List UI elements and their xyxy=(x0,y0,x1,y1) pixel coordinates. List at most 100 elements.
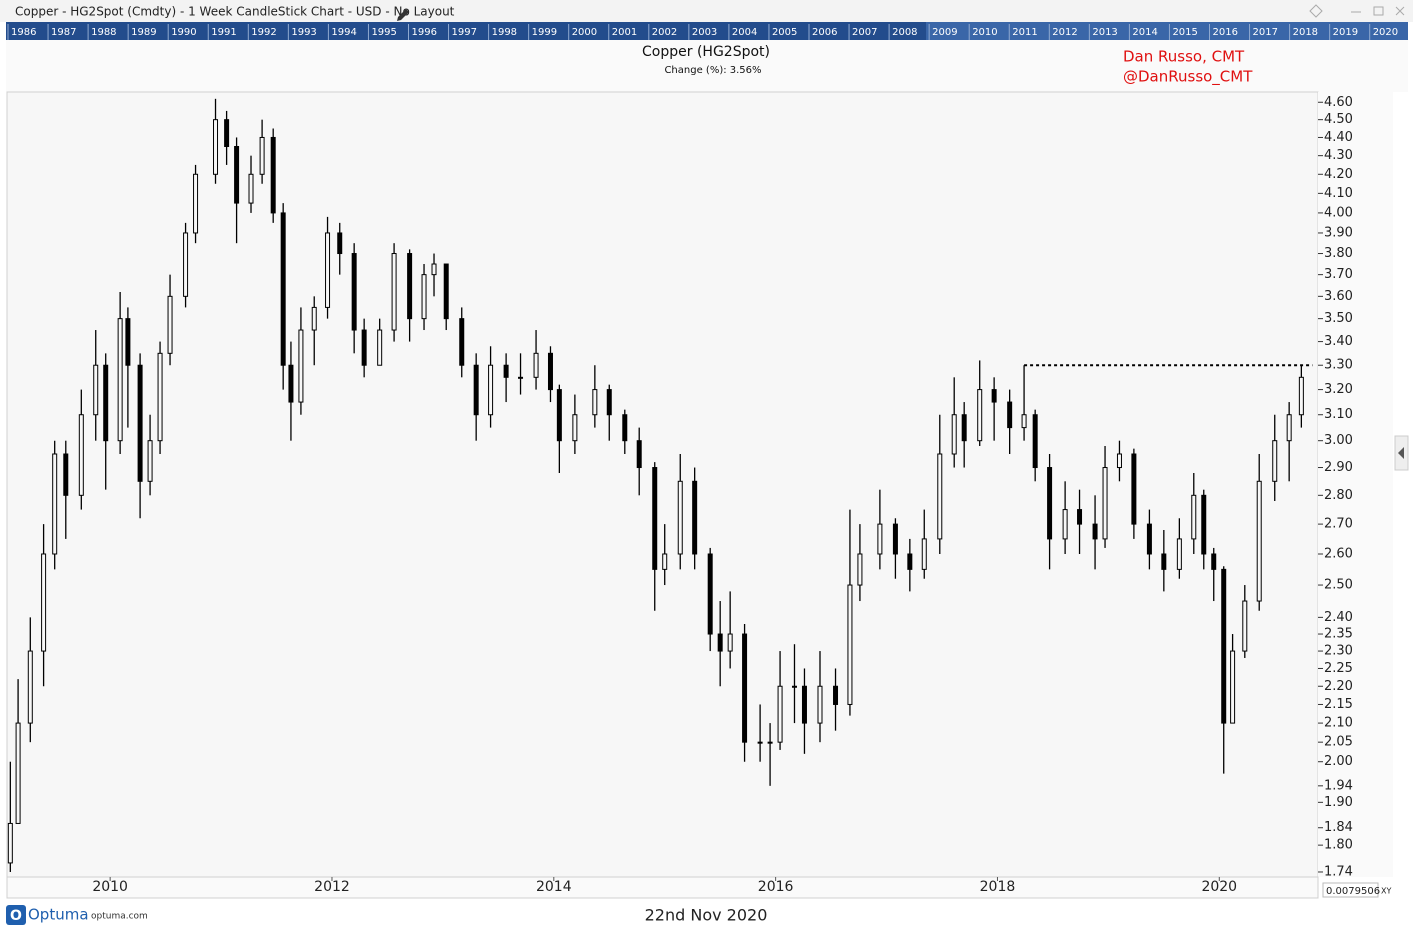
navigator-year: 1998 xyxy=(492,27,517,38)
candle-body xyxy=(270,136,276,214)
navigator-year: 2006 xyxy=(812,27,837,38)
candle-body xyxy=(742,633,748,743)
candle-body xyxy=(63,453,69,496)
navigator-year: 2007 xyxy=(852,27,877,38)
navigator-year: 1999 xyxy=(532,27,557,38)
candle-body xyxy=(459,318,465,366)
candle-body xyxy=(757,741,763,744)
candle-body xyxy=(622,414,628,442)
candle-body xyxy=(193,173,199,234)
candle-body xyxy=(1021,414,1027,429)
navigator-year: 2020 xyxy=(1373,27,1398,38)
candle-body xyxy=(443,263,449,320)
candle-body xyxy=(311,306,317,331)
navigator-year: 2018 xyxy=(1293,27,1318,38)
y-tick-label: 3.40 xyxy=(1324,334,1353,349)
candle-body xyxy=(707,553,713,635)
cursor-mode[interactable]: XY xyxy=(1381,887,1391,896)
candle-body xyxy=(1032,414,1038,469)
y-tick-label: 3.30 xyxy=(1324,358,1353,373)
navigator-year: 1990 xyxy=(171,27,196,38)
candle-body xyxy=(1201,494,1207,555)
candle-body xyxy=(103,364,109,442)
close-button[interactable] xyxy=(1395,6,1405,16)
navigator-window[interactable] xyxy=(926,22,1408,40)
candle-body xyxy=(234,146,240,204)
x-tick-label: 2018 xyxy=(980,879,1016,895)
edit-icon[interactable] xyxy=(397,9,409,21)
navigator-year: 2019 xyxy=(1333,27,1358,38)
candle-body xyxy=(1102,467,1108,540)
brand-name: Optuma xyxy=(28,906,89,924)
navigator-year: 1993 xyxy=(291,27,316,38)
candle-body xyxy=(592,389,598,416)
navigator-year: 2011 xyxy=(1012,27,1037,38)
x-tick-label: 2014 xyxy=(536,879,572,895)
candle-body xyxy=(518,376,524,379)
candle-body xyxy=(572,414,578,442)
candle-body xyxy=(556,389,562,442)
candle-body xyxy=(213,119,219,175)
y-tick-label: 2.25 xyxy=(1324,661,1353,676)
candle-body xyxy=(1298,376,1304,416)
y-tick-label: 3.50 xyxy=(1324,311,1353,326)
y-tick-label: 1.74 xyxy=(1324,864,1353,879)
candle-body xyxy=(767,741,773,744)
candle-body xyxy=(692,480,698,555)
candle-body xyxy=(1230,650,1236,724)
candle-body xyxy=(288,364,294,403)
candle-body xyxy=(259,136,265,175)
candle-body xyxy=(547,352,553,391)
navigator-year: 2005 xyxy=(772,27,797,38)
y-tick-label: 4.40 xyxy=(1324,130,1353,145)
navigator-year: 1994 xyxy=(331,27,356,38)
candle-body xyxy=(1062,509,1068,540)
navigator-years: 1986 1987 1988 1989 1990 1991 1992 1993 1994 1995… xyxy=(7,24,1398,40)
candle-body xyxy=(991,389,997,403)
candle-body xyxy=(717,633,723,652)
candle-body xyxy=(78,414,84,496)
x-tick-label: 2010 xyxy=(92,879,128,895)
plot: 1.74 1.80 1.84 1.90 1.94 2.00 2.05 2.10 2.15 2.20… xyxy=(7,95,1353,895)
y-tick-label: 3.90 xyxy=(1324,225,1353,240)
brand-logo-mark: O xyxy=(10,908,22,924)
candle-body xyxy=(1221,568,1227,724)
brand-logo xyxy=(6,905,26,925)
navigator-year: 1991 xyxy=(211,27,236,38)
candle-body xyxy=(117,318,123,442)
chart-title: Copper (HG2Spot) xyxy=(642,44,770,60)
navigator-year: 2009 xyxy=(932,27,957,38)
annotation: Dan Russo, CMT xyxy=(1123,48,1245,66)
candle-body xyxy=(147,440,153,482)
navigator-year: 1988 xyxy=(91,27,116,38)
candle-body xyxy=(817,685,823,724)
candle-body xyxy=(533,352,539,378)
candle-body xyxy=(791,685,797,688)
navigator-year: 1995 xyxy=(371,27,396,38)
navigator-year: 1989 xyxy=(131,27,156,38)
plot-area xyxy=(6,91,1319,878)
candle-body xyxy=(1116,453,1122,469)
candle-body xyxy=(298,329,304,403)
candle-body xyxy=(937,453,943,540)
y-tick-label: 3.10 xyxy=(1324,407,1353,422)
candle-body xyxy=(361,329,367,366)
candle-body xyxy=(183,232,189,297)
maximize-button[interactable] xyxy=(1373,6,1384,16)
y-tick-label: 2.90 xyxy=(1324,460,1353,475)
y-tick-label: 4.10 xyxy=(1324,186,1353,201)
navigator-year: 1986 xyxy=(11,27,36,38)
candle-body xyxy=(351,253,357,331)
header-area xyxy=(6,40,1408,92)
candle-body xyxy=(727,633,733,652)
candle-body xyxy=(662,553,668,570)
candle-body xyxy=(248,173,254,204)
candle-body xyxy=(1007,401,1013,429)
cursor-value-box[interactable] xyxy=(1322,882,1379,898)
pin-icon[interactable] xyxy=(1309,4,1323,18)
y-tick-label: 3.00 xyxy=(1324,433,1353,448)
y-tick-label: 1.90 xyxy=(1324,795,1353,810)
candle-body xyxy=(1077,509,1083,525)
navigator-year: 2010 xyxy=(972,27,997,38)
candle-body xyxy=(777,685,783,743)
